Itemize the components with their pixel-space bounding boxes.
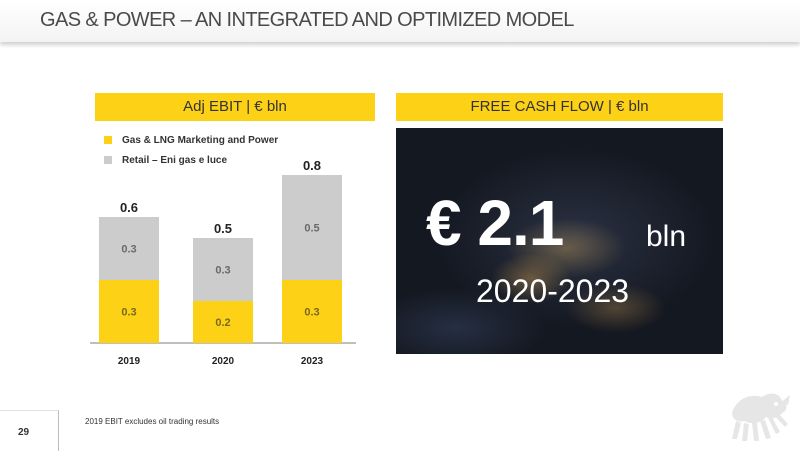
segment-label-retail-2023: 0.5: [304, 223, 319, 235]
segment-label-gas-lng-2019: 0.3: [121, 307, 136, 319]
segment-label-retail-2020: 0.3: [215, 265, 230, 277]
fcf-value: € 2.1: [426, 187, 564, 259]
bar-gas-lng-2019: [99, 280, 159, 343]
footnote: 2019 EBIT excludes oil trading results: [85, 417, 220, 426]
legend-label-retail: Retail – Eni gas e luce: [122, 154, 228, 166]
page-number: 29: [18, 427, 30, 438]
legend-label-gas-lng: Gas & LNG Marketing and Power: [122, 134, 279, 146]
title-bar: GAS & POWER – AN INTEGRATED AND OPTIMIZE…: [0, 0, 800, 42]
bar-gas-lng-2023: [282, 280, 342, 343]
free-cash-flow-panel: € 2.1 bln 2020-2023: [396, 128, 723, 354]
segment-label-gas-lng-2023: 0.3: [304, 307, 319, 319]
page-title: GAS & POWER – AN INTEGRATED AND OPTIMIZE…: [40, 9, 574, 31]
legend-item-retail: Retail – Eni gas e luce: [104, 150, 278, 170]
x-tick-label-2020: 2020: [212, 356, 235, 367]
adj-ebit-header: Adj EBIT | € bln: [95, 93, 375, 121]
segment-label-retail-2019: 0.3: [121, 244, 136, 256]
eni-logo-icon: [732, 393, 790, 441]
legend-item-gas-lng: Gas & LNG Marketing and Power: [104, 130, 278, 150]
fcf-period: 2020-2023: [476, 273, 630, 309]
bar-retail-2023: [282, 175, 342, 280]
segment-label-gas-lng-2020: 0.2: [215, 317, 230, 329]
chart-legend: Gas & LNG Marketing and Power Retail – E…: [104, 130, 278, 170]
x-tick-label-2023: 2023: [301, 356, 324, 367]
bar-gas-lng-2020: [193, 301, 253, 343]
total-label-2020: 0.5: [214, 221, 232, 236]
bar-retail-2020: [193, 238, 253, 301]
total-label-2019: 0.6: [120, 200, 138, 215]
legend-swatch-gas-lng: [104, 136, 112, 144]
bar-retail-2019: [99, 217, 159, 280]
legend-swatch-retail: [104, 156, 112, 164]
page-number-box: [0, 410, 59, 451]
x-tick-label-2019: 2019: [118, 356, 141, 367]
fcf-unit: bln: [646, 220, 687, 253]
free-cash-flow-header: FREE CASH FLOW | € bln: [396, 93, 723, 121]
total-label-2023: 0.8: [303, 158, 321, 173]
